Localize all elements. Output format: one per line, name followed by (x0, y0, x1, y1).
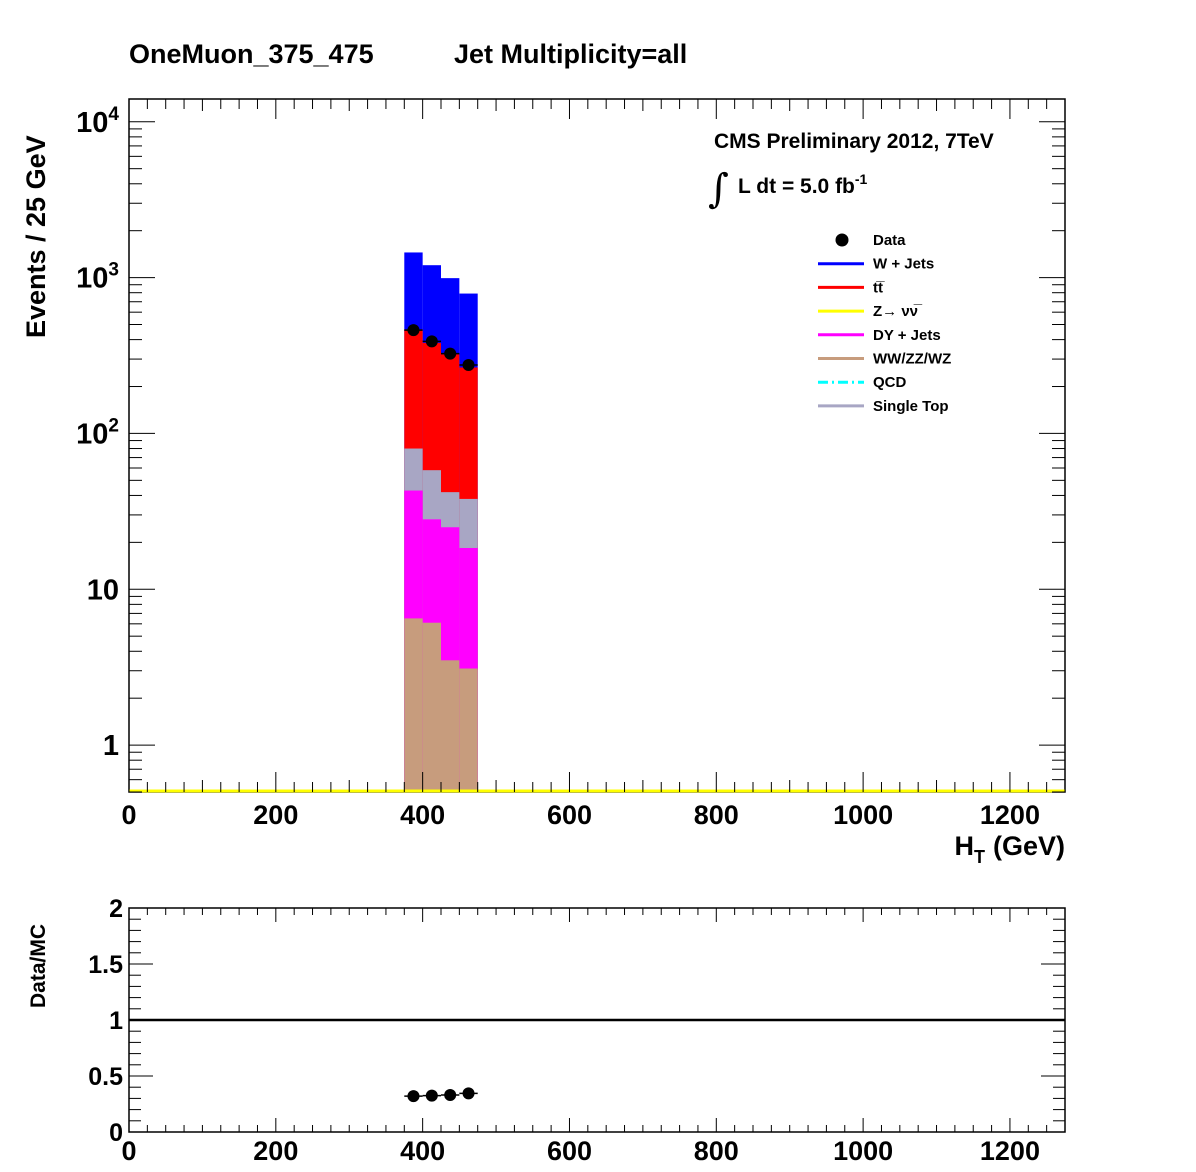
y-tick-label: 103 (76, 260, 119, 295)
y-tick-label: 10 (87, 574, 119, 606)
stack-bar-diboson-1 (422, 622, 441, 792)
ratio-x-tick-label: 1000 (833, 1136, 893, 1166)
ratio-y-tick-label: 0.5 (88, 1063, 123, 1091)
legend-label-diboson: WW/ZZ/WZ (873, 351, 951, 368)
ratio-point (462, 1087, 475, 1100)
x-tick-label: 200 (253, 800, 298, 830)
ratio-x-tick-label: 600 (547, 1136, 592, 1166)
main-x-axis-label: HT (GeV) (954, 831, 1065, 867)
x-tick-label: 800 (694, 800, 739, 830)
ratio-y-tick-label: 0 (109, 1119, 123, 1147)
ratio-x-tick-label: 200 (253, 1136, 298, 1166)
x-tick-label: 1000 (833, 800, 893, 830)
ratio-y-tick-label: 1 (109, 1007, 123, 1035)
data-point (444, 347, 457, 360)
ratio-y-axis-label: Data/MC (27, 924, 50, 1008)
x-tick-label: 0 (121, 800, 136, 830)
ratio-point (407, 1090, 420, 1103)
y-tick-label: 102 (76, 415, 119, 450)
legend-label-data: Data (873, 232, 906, 249)
stack-bar-diboson-2 (441, 660, 460, 792)
selection-title: OneMuon_375_475 (129, 39, 374, 69)
main-plot-frame (128, 98, 1066, 793)
legend-label-dy: DY + Jets (873, 327, 941, 344)
luminosity-label: L dt = 5.0 fb-1 (738, 171, 868, 198)
main-y-axis-label: Events / 25 GeV (21, 135, 51, 338)
ratio-point (425, 1089, 438, 1102)
stack-bar-diboson-3 (459, 668, 478, 792)
ratio-x-tick-label: 800 (694, 1136, 739, 1166)
legend-label-ttbar: tt̅ (873, 279, 885, 296)
data-point (407, 324, 420, 337)
legend-label-qcd: QCD (873, 374, 907, 391)
stack-bar-diboson-0 (404, 618, 423, 792)
x-tick-label: 400 (400, 800, 445, 830)
y-tick-label: 104 (76, 104, 119, 139)
cms-preliminary-label: CMS Preliminary 2012, 7TeV (714, 130, 994, 153)
legend-label-zinv: Z→ νν̅ (873, 303, 923, 320)
legend-label-singletop: Single Top (873, 398, 949, 415)
ratio-x-tick-label: 1200 (980, 1136, 1040, 1166)
ratio-plot-axes: 0 200 400 600 800 1000 1200 0 0.5 1 1.5 2 (88, 895, 1066, 1166)
y-tick-label: 1 (103, 730, 119, 762)
jet-multiplicity-title: Jet Multiplicity=all (454, 39, 687, 69)
data-point (425, 335, 438, 348)
legend-marker-data (835, 233, 849, 247)
ratio-point (444, 1089, 457, 1102)
x-tick-label: 1200 (980, 800, 1040, 830)
legend: Data W + Jets tt̅ Z→ νν̅ DY + Jets WW/ZZ/WZ QC… (818, 232, 951, 415)
ratio-y-tick-label: 2 (109, 895, 123, 923)
ratio-y-tick-label: 1.5 (88, 951, 123, 979)
main-plot-axes: 0 200 400 600 800 1000 1200 1 10 102 103 104 (76, 99, 1066, 830)
main-plot-marks (129, 252, 1065, 793)
ratio-x-tick-label: 400 (400, 1136, 445, 1166)
data-point (462, 358, 475, 371)
integral-icon: ∫ (708, 166, 729, 212)
x-tick-label: 600 (547, 800, 592, 830)
legend-label-wjets: W + Jets (873, 256, 934, 273)
ratio-plot-marks (129, 1018, 1065, 1103)
ratio-x-tick-label: 0 (121, 1136, 136, 1166)
